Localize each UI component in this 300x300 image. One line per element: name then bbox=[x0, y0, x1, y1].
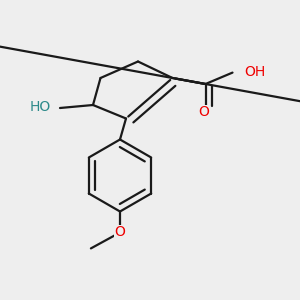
Text: HO: HO bbox=[29, 100, 50, 114]
Text: OH: OH bbox=[244, 65, 265, 79]
Text: O: O bbox=[115, 226, 125, 239]
Text: O: O bbox=[199, 106, 209, 119]
